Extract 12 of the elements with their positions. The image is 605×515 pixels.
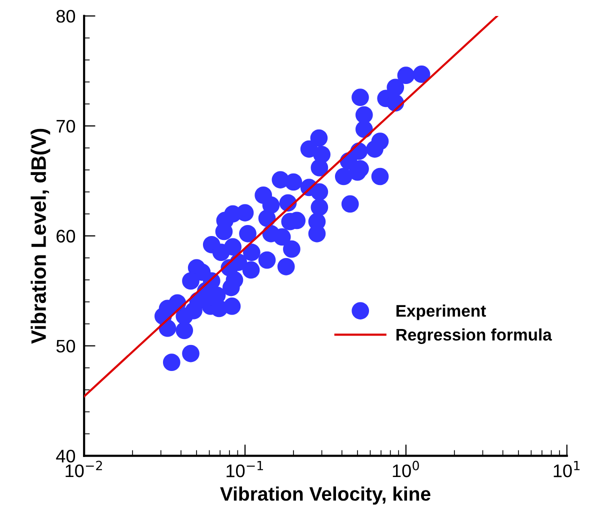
legend-label: Regression formula: [396, 328, 552, 344]
y-tick-label: 50: [56, 340, 76, 353]
y-axis-title: Vibration Level, dB(V): [30, 128, 50, 344]
legend-label: Experiment: [396, 304, 486, 320]
y-tick-label: 80: [56, 10, 76, 23]
y-tick-label: 60: [56, 230, 76, 243]
y-tick-label: 70: [56, 120, 76, 133]
x-tick-label: 10$^{−1}$: [226, 460, 263, 478]
x-axis-title: Vibration Velocity, kine: [220, 486, 430, 505]
y-tick-label: 40: [56, 450, 76, 462]
x-tick-label: 10$^{0}$: [392, 460, 419, 478]
x-tick-label: 10$^{1}$: [554, 460, 580, 478]
